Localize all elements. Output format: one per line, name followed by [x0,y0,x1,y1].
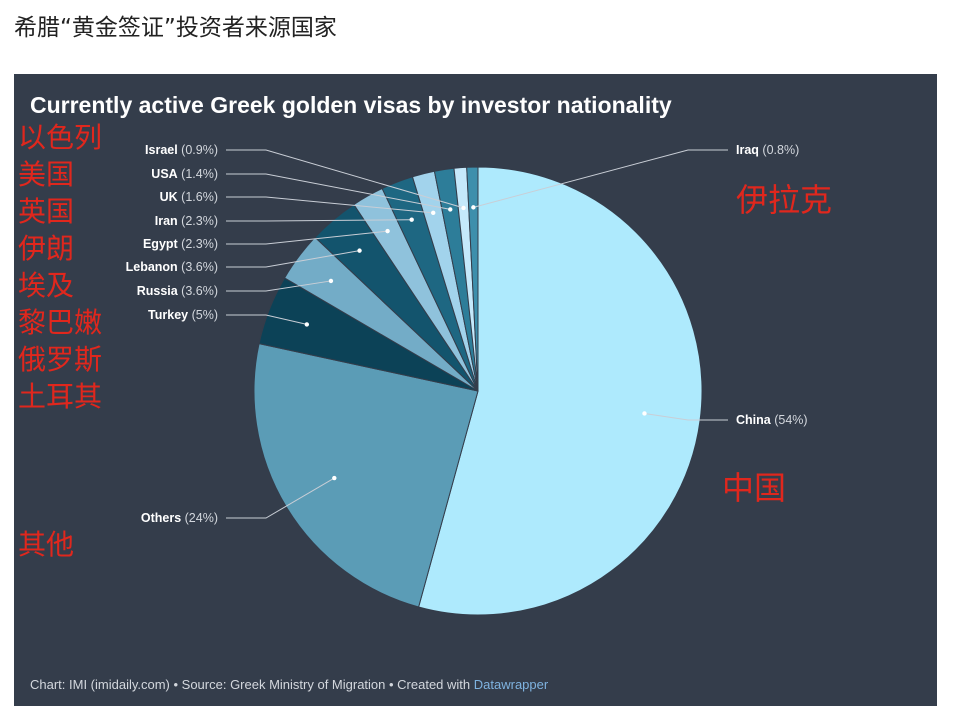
leader-dot-lebanon [357,248,362,253]
source-text: Chart: IMI (imidaily.com) • Source: Gree… [30,677,474,692]
leader-dot-israel [461,205,466,211]
annotation-left-item: 伊朗 [18,232,75,265]
slice-label-china: China (54%) [736,413,808,427]
leader-dot-turkey [304,322,310,327]
slice-label-israel: Israel (0.9%) [145,143,218,157]
slice-label-russia: Russia (3.6%) [137,284,218,298]
slice-label-turkey: Turkey (5%) [148,308,218,322]
leader-dot-russia [328,278,334,284]
annotation-left-item: 土耳其 [18,380,103,413]
pie-slice-iraq [466,166,479,392]
slice-label-others: Others (24%) [141,511,218,525]
leader-dot-iran [409,217,414,222]
annotation-left-item: 埃及 [18,269,75,302]
leader-line-iran [226,219,412,222]
leader-line-iraq [473,149,728,208]
chart-panel: Currently active Greek golden visas by i… [14,74,937,706]
leader-line-china [644,412,728,421]
leader-dot-iraq [471,205,476,210]
datawrapper-link[interactable]: Datawrapper [473,677,549,692]
chart-title: Currently active Greek golden visas by i… [30,92,672,118]
annotation-left-item: 黎巴嫩 [18,306,103,339]
leader-dot-egypt [385,228,390,234]
leader-dot-others [332,475,337,481]
annotation-china: 中国 [722,469,787,507]
leader-dot-uk [431,210,436,216]
annotation-left-column: 以色列美国英国伊朗埃及黎巴嫩俄罗斯土耳其 [18,119,102,415]
pie-chart: China (54%) Others (24%) Turkey (5%) Russia… [126,143,808,616]
page-title: 希腊“黄金签证”投资者来源国家 [14,15,337,41]
slice-label-iraq: Iraq (0.8%) [736,143,799,157]
annotation-left-item: 美国 [18,158,75,191]
slice-label-egypt: Egypt (2.3%) [143,237,218,251]
leader-dot-usa [448,207,453,212]
annotation-left-item: 以色列 [18,121,103,154]
slice-label-uk: UK (1.6%) [160,190,218,204]
annotation-others: 其他 [18,528,75,561]
leader-line-russia [226,280,332,292]
leader-line-uk [226,196,434,214]
annotation-left-item: 俄罗斯 [18,343,103,376]
chart-source: Chart: IMI (imidaily.com) • Source: Gree… [30,677,548,692]
leader-line-egypt [226,230,388,245]
pie-slice-others [253,343,479,608]
slice-label-usa: USA (1.4%) [151,167,218,181]
leader-line-usa [226,173,451,210]
slice-label-lebanon: Lebanon (3.6%) [126,260,218,274]
annotation-iraq: 伊拉克 [736,181,833,219]
slice-label-iran: Iran (2.3%) [155,214,218,228]
leader-line-turkey [226,314,307,325]
pie-slice-china [417,166,703,616]
leader-line-israel [226,149,464,209]
leader-dot-china [642,411,647,416]
annotation-left-item: 英国 [18,195,75,228]
leader-line-others [226,477,335,519]
leader-line-lebanon [226,250,360,268]
